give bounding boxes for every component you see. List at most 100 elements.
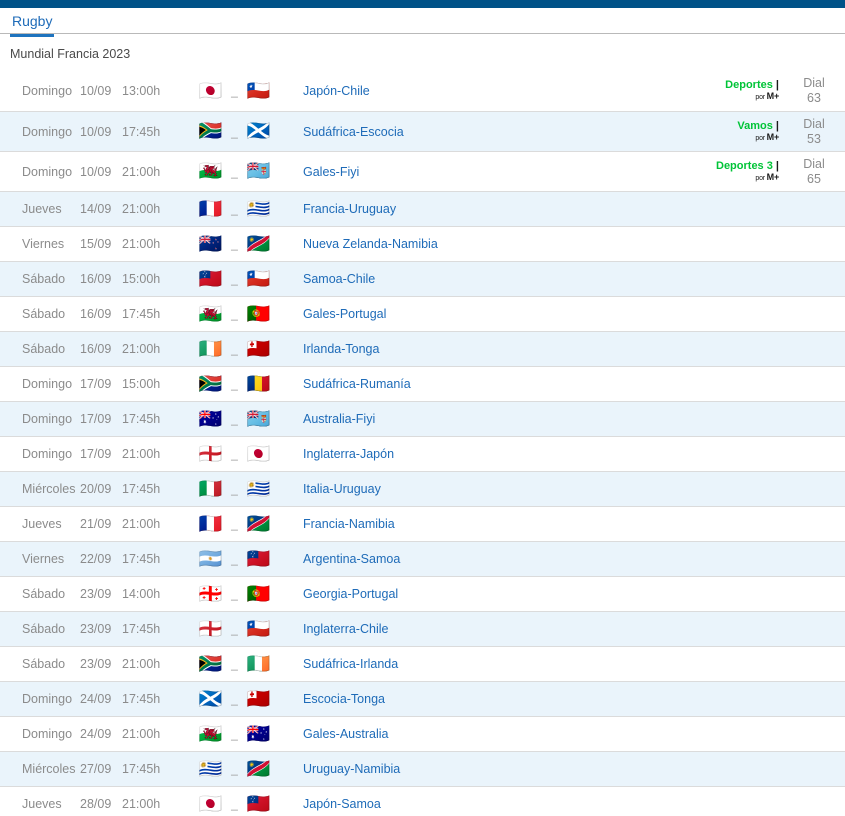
match-flags: 🇿🇦 _ 🇮🇪 [182, 652, 287, 675]
match-flags: 🇳🇿 _ 🇳🇦 [182, 232, 287, 255]
flag-away-icon: 🇨🇱 [246, 79, 271, 102]
table-row[interactable]: Domingo 24/09 21:00h 🏴󠁧󠁢󠁷󠁬󠁳󠁿 _ 🇦🇺 Gales-Austra… [0, 716, 845, 751]
table-row[interactable]: Domingo 10/09 13:00h 🇯🇵 _ 🇨🇱 Japón-Chile Deport… [0, 71, 845, 111]
match-date: 24/09 [80, 692, 112, 706]
match-time: 15:00h [122, 272, 161, 286]
flag-away-icon: 🇯🇵 [246, 442, 271, 465]
channel-logo[interactable]: Vamos | por M+ [673, 120, 783, 144]
match-time: 17:45h [122, 692, 161, 706]
match-name-link[interactable]: Japón-Samoa [303, 797, 381, 811]
match-name-link[interactable]: Gales-Portugal [303, 307, 387, 321]
match-flags: 🏴󠁧󠁢󠁷󠁬󠁳󠁿 _ 🇵🇹 [182, 304, 287, 324]
match-time: 21:00h [122, 202, 161, 216]
vs-separator: _ [231, 342, 238, 356]
flag-home-icon: 🇦🇺 [198, 407, 223, 430]
match-day: Domingo [22, 377, 73, 391]
match-time: 21:00h [122, 237, 161, 251]
flag-away-icon: 🇨🇱 [246, 617, 271, 640]
match-flags: 🇼🇸 _ 🇨🇱 [182, 267, 287, 290]
flag-away-icon: 🇫🇯 [246, 407, 271, 430]
match-name-link[interactable]: Inglaterra-Chile [303, 622, 389, 636]
match-time: 21:00h [122, 447, 161, 461]
vs-separator: _ [231, 202, 238, 216]
match-date: 23/09 [80, 657, 112, 671]
match-name-link[interactable]: Irlanda-Tonga [303, 342, 380, 356]
table-row[interactable]: Sábado 16/09 17:45h 🏴󠁧󠁢󠁷󠁬󠁳󠁿 _ 🇵🇹 Gales-Portuga… [0, 296, 845, 331]
match-name-link[interactable]: Sudáfrica-Irlanda [303, 657, 399, 671]
match-time: 21:00h [122, 342, 161, 356]
table-row[interactable]: Domingo 10/09 17:45h 🇿🇦 _ 🏴󠁧󠁢󠁳󠁣󠁴󠁿 Sudáfrica-Es… [0, 111, 845, 151]
match-name-link[interactable]: Italia-Uruguay [303, 482, 381, 496]
match-name-link[interactable]: Gales-Fiyi [303, 164, 360, 179]
match-name-link[interactable]: Gales-Australia [303, 727, 389, 741]
flag-away-icon: 🇨🇱 [246, 267, 271, 290]
match-name-link[interactable]: Japón-Chile [303, 84, 370, 98]
match-name-link[interactable]: Escocia-Tonga [303, 692, 385, 706]
match-name-link[interactable]: Samoa-Chile [303, 272, 376, 286]
match-day: Viernes [22, 552, 65, 566]
flag-away-icon: 🇷🇴 [246, 372, 271, 395]
table-row[interactable]: Domingo 17/09 21:00h 🏴󠁧󠁢󠁥󠁮󠁧󠁿 _ 🇯🇵 Inglaterra-J… [0, 436, 845, 471]
match-flags: 🇺🇾 _ 🇳🇦 [182, 759, 287, 779]
channel-bar-icon: | [772, 159, 779, 172]
table-row[interactable]: Jueves 14/09 21:00h 🇫🇷 _ 🇺🇾 Francia-Uruguay [0, 191, 845, 226]
table-row[interactable]: Sábado 23/09 21:00h 🇿🇦 _ 🇮🇪 Sudáfrica-Irlanda [0, 646, 845, 681]
flag-away-icon: 🇮🇪 [246, 652, 271, 675]
table-row[interactable]: Viernes 22/09 17:45h 🇦🇷 _ 🇼🇸 Argentina-Samoa [0, 541, 845, 576]
channel-logo[interactable]: Deportes | por M+ [673, 79, 783, 103]
channel-bar-icon: | [772, 119, 779, 132]
table-row[interactable]: Jueves 21/09 21:00h 🇫🇷 _ 🇳🇦 Francia-Namibia [0, 506, 845, 541]
table-row[interactable]: Jueves 28/09 21:00h 🇯🇵 _ 🇼🇸 Japón-Samoa [0, 786, 845, 816]
match-name-link[interactable]: Australia-Fiyi [303, 412, 376, 426]
match-time: 17:45h [122, 412, 161, 426]
match-date: 16/09 [80, 307, 112, 321]
match-day: Miércoles [22, 762, 76, 776]
match-date: 20/09 [80, 482, 112, 496]
flag-home-icon: 🇬🇪 [198, 582, 223, 605]
flag-home-icon: 🇫🇷 [198, 512, 223, 535]
match-name-link[interactable]: Uruguay-Namibia [303, 762, 401, 776]
match-day: Jueves [22, 517, 62, 531]
table-row[interactable]: Miércoles 27/09 17:45h 🇺🇾 _ 🇳🇦 Uruguay-Namibia [0, 751, 845, 786]
dial-label: Dial [803, 76, 825, 90]
vs-separator: _ [231, 377, 238, 391]
table-row[interactable]: Sábado 23/09 14:00h 🇬🇪 _ 🇵🇹 Georgia-Portugal [0, 576, 845, 611]
table-row[interactable]: Domingo 24/09 17:45h 🏴󠁧󠁢󠁳󠁣󠁴󠁿 _ 🇹🇴 Escocia-Tong… [0, 681, 845, 716]
match-date: 15/09 [80, 237, 112, 251]
flag-home-icon: 🇫🇷 [198, 197, 223, 220]
match-date: 22/09 [80, 552, 112, 566]
match-name-link[interactable]: Georgia-Portugal [303, 587, 399, 601]
table-row[interactable]: Viernes 15/09 21:00h 🇳🇿 _ 🇳🇦 Nueva Zelanda-Nam… [0, 226, 845, 261]
flag-home-icon: 🏴󠁧󠁢󠁥󠁮󠁧󠁿 [198, 617, 223, 640]
vs-separator: _ [231, 272, 238, 286]
match-time: 21:00h [122, 797, 161, 811]
match-name-link[interactable]: Francia-Namibia [303, 517, 395, 531]
flag-home-icon: 🏴󠁧󠁢󠁷󠁬󠁳󠁿 [198, 722, 223, 745]
match-date: 17/09 [80, 447, 112, 461]
match-list: Domingo 10/09 13:00h 🇯🇵 _ 🇨🇱 Japón-Chile Deport… [0, 71, 845, 816]
match-name-link[interactable]: Sudáfrica-Escocia [303, 124, 404, 139]
table-row[interactable]: Miércoles 20/09 17:45h 🇮🇹 _ 🇺🇾 Italia-Uruguay [0, 471, 845, 506]
match-day: Jueves [22, 797, 62, 811]
match-date: 16/09 [80, 342, 112, 356]
table-row[interactable]: Domingo 10/09 21:00h 🏴󠁧󠁢󠁷󠁬󠁳󠁿 _ 🇫🇯 Gales-Fiyi De… [0, 151, 845, 191]
flag-away-icon: 🇼🇸 [246, 547, 271, 570]
flag-away-icon: 🇼🇸 [246, 792, 271, 815]
match-name-link[interactable]: Sudáfrica-Rumanía [303, 377, 411, 391]
match-name-link[interactable]: Inglaterra-Japón [303, 447, 395, 461]
table-row[interactable]: Domingo 17/09 15:00h 🇿🇦 _ 🇷🇴 Sudáfrica-Rumanía [0, 366, 845, 401]
flag-away-icon: 🇳🇦 [246, 232, 271, 255]
channel-provider: por M+ [755, 91, 779, 101]
table-row[interactable]: Domingo 17/09 17:45h 🇦🇺 _ 🇫🇯 Australia-Fiyi [0, 401, 845, 436]
match-name-link[interactable]: Nueva Zelanda-Namibia [303, 237, 438, 251]
match-date: 10/09 [80, 84, 112, 98]
table-row[interactable]: Sábado 23/09 17:45h 🏴󠁧󠁢󠁥󠁮󠁧󠁿 _ 🇨🇱 Inglaterra-Ch… [0, 611, 845, 646]
match-name-link[interactable]: Francia-Uruguay [303, 202, 397, 216]
match-time: 21:00h [122, 657, 161, 671]
tab-rugby[interactable]: Rugby [10, 10, 55, 37]
match-name-link[interactable]: Argentina-Samoa [303, 552, 401, 566]
table-row[interactable]: Sábado 16/09 21:00h 🇮🇪 _ 🇹🇴 Irlanda-Tonga [0, 331, 845, 366]
table-row[interactable]: Sábado 16/09 15:00h 🇼🇸 _ 🇨🇱 Samoa-Chile [0, 261, 845, 296]
channel-logo[interactable]: Deportes 3 | por M+ [673, 160, 783, 184]
match-time: 17:45h [122, 482, 161, 496]
